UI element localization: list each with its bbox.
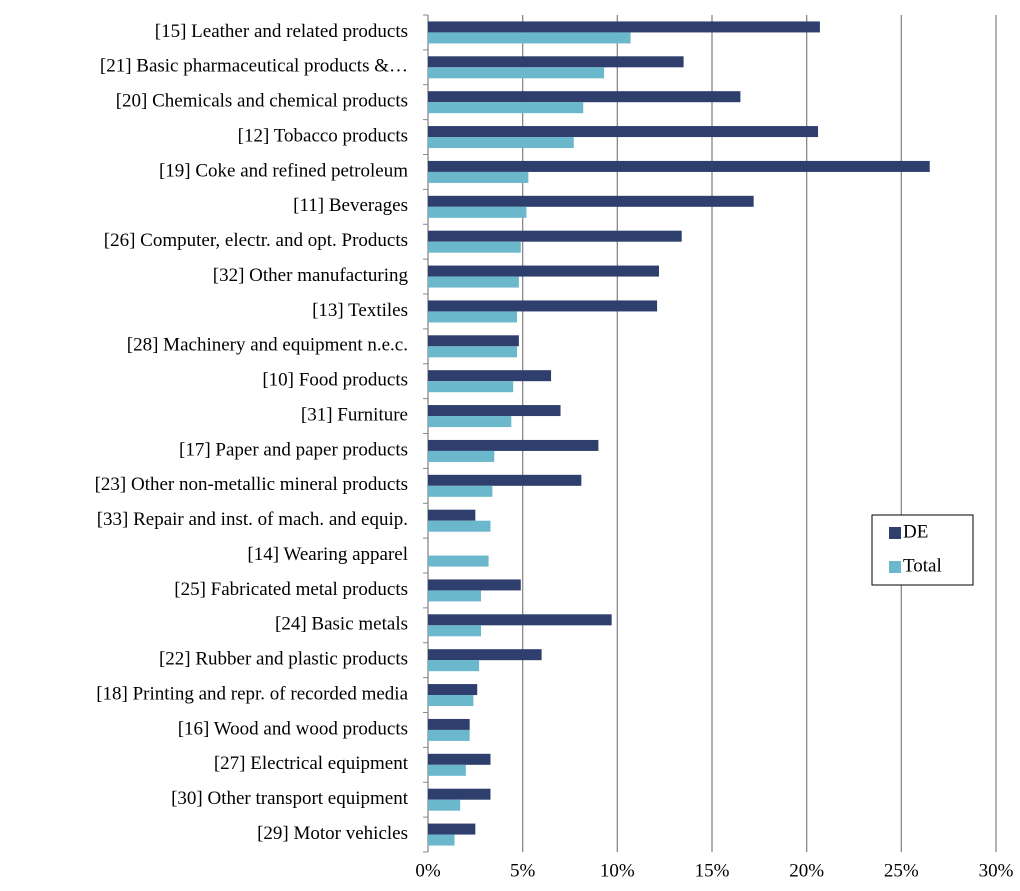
bar	[428, 102, 584, 114]
bar	[428, 684, 478, 696]
bar	[428, 614, 612, 626]
bar	[428, 520, 491, 532]
bar	[428, 206, 527, 218]
bar	[428, 753, 491, 765]
y-tick-label: [21] Basic pharmaceutical products &…	[100, 56, 408, 77]
bar	[428, 67, 605, 79]
bar	[428, 764, 466, 776]
bar	[428, 450, 495, 462]
x-tick-label: 20%	[789, 860, 824, 881]
x-tick-label: 30%	[979, 860, 1014, 881]
legend-box	[871, 514, 974, 586]
bar	[428, 590, 482, 602]
bar	[428, 416, 512, 428]
bar	[428, 300, 658, 312]
x-tick-label: 10%	[600, 860, 635, 881]
y-tick-label: [10] Food products	[262, 370, 408, 391]
x-tick-label: 0%	[415, 860, 441, 881]
y-tick-label: [12] Tobacco products	[238, 125, 408, 146]
bar	[428, 126, 819, 138]
bar	[428, 346, 517, 358]
y-tick-label: [24] Basic metals	[275, 614, 408, 635]
bar	[428, 718, 470, 730]
y-tick-label: [13] Textiles	[312, 300, 408, 321]
bar	[428, 381, 514, 393]
y-tick-label: [31] Furniture	[301, 404, 408, 425]
legend-label: DE	[903, 521, 928, 542]
bar	[428, 799, 461, 811]
legend-label: Total	[903, 555, 942, 576]
bar	[428, 171, 529, 183]
y-tick-label: [22] Rubber and plastic products	[159, 649, 408, 670]
bar	[428, 91, 741, 103]
bar	[428, 555, 489, 567]
y-tick-label: [19] Coke and refined petroleum	[159, 160, 408, 181]
y-tick-label: [30] Other transport equipment	[171, 788, 409, 809]
bar	[428, 56, 684, 68]
y-tick-label: [25] Fabricated metal products	[174, 579, 408, 600]
y-tick-label: [28] Machinery and equipment n.e.c.	[127, 335, 408, 356]
y-tick-label: [11] Beverages	[293, 195, 408, 216]
bar	[428, 276, 519, 288]
bar	[428, 649, 542, 661]
y-tick-label: [20] Chemicals and chemical products	[116, 91, 408, 112]
y-tick-label: [15] Leather and related products	[155, 21, 408, 42]
bar	[428, 265, 659, 277]
legend-swatch	[889, 527, 901, 539]
y-tick-label: [32] Other manufacturing	[213, 265, 409, 286]
bar	[428, 21, 820, 33]
bar	[428, 439, 599, 451]
bar	[428, 474, 582, 486]
y-tick-label: [16] Wood and wood products	[178, 718, 408, 739]
y-tick-label: [29] Motor vehicles	[257, 823, 408, 844]
legend-swatch	[889, 561, 901, 573]
bar	[428, 485, 493, 497]
bar	[428, 160, 930, 172]
bar	[428, 625, 482, 637]
x-tick-label: 25%	[884, 860, 919, 881]
y-tick-label: [23] Other non-metallic mineral products	[95, 474, 408, 495]
bar	[428, 311, 517, 323]
x-tick-label: 5%	[510, 860, 536, 881]
bar	[428, 788, 491, 800]
y-tick-label: [33] Repair and inst. of mach. and equip…	[97, 509, 408, 530]
bar	[428, 32, 631, 44]
bar	[428, 823, 476, 835]
bar	[428, 834, 455, 846]
bar	[428, 579, 521, 591]
y-tick-label: [14] Wearing apparel	[247, 544, 408, 565]
bar	[428, 729, 470, 741]
bar	[428, 137, 574, 149]
bar	[428, 370, 552, 382]
y-tick-label: [18] Printing and repr. of recorded medi…	[96, 683, 408, 704]
y-tick-label: [27] Electrical equipment	[214, 753, 409, 774]
bar	[428, 509, 476, 521]
y-tick-label: [26] Computer, electr. and opt. Products	[104, 230, 408, 251]
bar	[428, 335, 519, 347]
bar	[428, 195, 754, 207]
bar	[428, 405, 561, 417]
x-tick-label: 15%	[695, 860, 730, 881]
bar	[428, 660, 480, 672]
bar	[428, 241, 521, 253]
bar	[428, 695, 474, 707]
bar	[428, 230, 682, 242]
y-tick-label: [17] Paper and paper products	[179, 439, 408, 460]
